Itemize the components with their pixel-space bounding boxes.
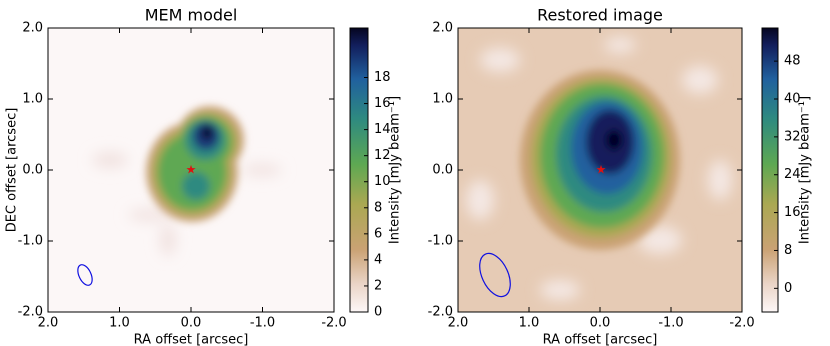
svg-text:★: ★ [596, 163, 607, 177]
y-tick-label: 0.0 [432, 163, 453, 178]
y-tick-label: 2.0 [432, 21, 453, 36]
colorbar-tick-label: 24 [784, 167, 801, 182]
colorbar-tick-label: 0 [374, 305, 382, 320]
colorbar-tick-label: 32 [784, 129, 801, 144]
y-tick-label: 1.0 [22, 92, 43, 107]
colorbar-tick-label: 18 [374, 70, 391, 85]
x-axis-label: RA offset [arcsec] [543, 333, 658, 346]
chart-title: Restored image [537, 6, 663, 25]
image-mem: ★ [48, 28, 334, 312]
x-tick-label: 2.0 [38, 316, 59, 331]
colorbar-tick-label: 40 [784, 92, 801, 107]
y-tick-label: -2.0 [18, 305, 43, 320]
colorbar-tick-label: 6 [374, 226, 382, 241]
colorbar-tick-label: 0 [784, 281, 792, 296]
colorbar-tick-label: 12 [374, 148, 391, 163]
colorbar-tick-label: 4 [374, 252, 382, 267]
colorbar-tick-label: 8 [784, 243, 792, 258]
colorbar-tick-label: 10 [374, 174, 391, 189]
colorbar-label: Intensity [mJy beam⁻¹] [798, 96, 813, 244]
y-tick-label: 1.0 [432, 92, 453, 107]
colorbar-tick-label: 14 [374, 122, 391, 137]
colorbar-tick-label: 48 [784, 54, 801, 69]
svg-text:★: ★ [186, 163, 197, 177]
colorbar-tick-label: 16 [374, 96, 391, 111]
y-axis-label: DEC offset [arcsec] [5, 108, 20, 233]
x-tick-label: -2.0 [321, 316, 346, 331]
x-tick-label: 1.0 [109, 316, 130, 331]
x-tick-label: -1.0 [658, 316, 683, 331]
x-tick-label: 0.0 [181, 316, 202, 331]
x-tick-label: 0.0 [590, 316, 611, 331]
chart-title: MEM model [145, 6, 238, 25]
colorbar-tick-label: 8 [374, 200, 382, 215]
colorbar [349, 27, 369, 313]
y-tick-label: -1.0 [428, 234, 453, 249]
x-tick-label: -2.0 [729, 316, 754, 331]
y-tick-label: -2.0 [428, 305, 453, 320]
y-tick-label: -1.0 [18, 234, 43, 249]
colorbar-tick-label: 16 [784, 205, 801, 220]
y-tick-label: 0.0 [22, 163, 43, 178]
x-tick-label: 2.0 [448, 316, 469, 331]
x-tick-label: 1.0 [519, 316, 540, 331]
colorbar-label: Intensity [mJy beam⁻¹] [388, 96, 403, 244]
x-tick-label: -1.0 [250, 316, 275, 331]
x-axis-label: RA offset [arcsec] [134, 333, 249, 346]
colorbar [761, 27, 779, 313]
colorbar-tick-label: 2 [374, 278, 382, 293]
y-tick-label: 2.0 [22, 21, 43, 36]
image-restored: ★ [458, 28, 742, 312]
